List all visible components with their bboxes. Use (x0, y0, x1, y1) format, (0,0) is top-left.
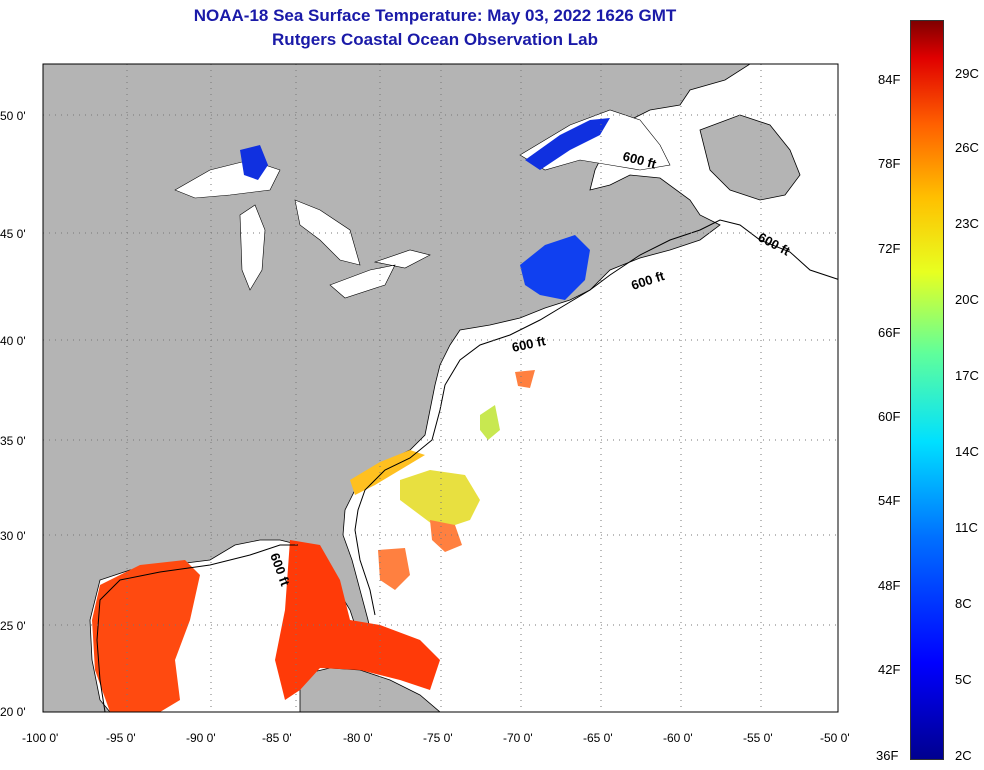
colorbar-f-label: 72F (878, 241, 901, 256)
contour-label: 600 ft (511, 333, 548, 355)
lon-tick-label: -75 0' (423, 731, 453, 745)
colorbar-c-label: 5C (955, 672, 972, 687)
newfoundland-land (699, 114, 801, 201)
colorbar-f-label: 78F (878, 156, 901, 171)
lon-tick-label: -70 0' (503, 731, 533, 745)
lon-tick-label: -95 0' (106, 731, 136, 745)
temperature-colorbar (910, 20, 944, 760)
lat-tick-label: 40 0' (0, 334, 26, 348)
colorbar-c-label: 8C (955, 596, 972, 611)
sst-warm-gulf-east (275, 540, 440, 700)
lon-tick-label: -85 0' (262, 731, 292, 745)
lat-tick-label: 25 0' (0, 619, 26, 633)
lon-tick-label: -90 0' (186, 731, 216, 745)
map-subtitle: Rutgers Coastal Ocean Observation Lab (272, 30, 598, 49)
colorbar-f-label: 54F (878, 493, 901, 508)
map-title: NOAA-18 Sea Surface Temperature: May 03,… (193, 6, 677, 25)
sst-warm-offshore-2 (378, 370, 535, 590)
north-america-land (43, 64, 751, 712)
sst-cold-stlawrence (525, 118, 610, 170)
sst-cold-lake-superior (240, 145, 268, 180)
great-lakes (174, 159, 431, 299)
colorbar-f-label: 48F (878, 578, 901, 593)
lat-tick-label: 30 0' (0, 529, 26, 543)
lon-tick-label: -55 0' (743, 731, 773, 745)
colorbar-f-label: 42F (878, 662, 901, 677)
lon-tick-label: -100 0' (22, 731, 58, 745)
sst-warm-gulf-west (92, 560, 200, 712)
sst-cool-offshore (480, 405, 500, 440)
gulf-cloud (170, 560, 295, 705)
isobath-600ft (96, 219, 838, 712)
colorbar-c-label: 20C (955, 292, 979, 307)
colorbar-c-label: 14C (955, 444, 979, 459)
colorbar-c-label: 23C (955, 216, 979, 231)
sst-cold-gulf-of-maine (520, 235, 590, 300)
lat-axis: 50 0' 45 0' 40 0' 35 0' 30 0' 25 0' 20 0… (0, 109, 26, 719)
lon-axis: -100 0' -95 0' -90 0' -85 0' -80 0' -75 … (22, 731, 850, 745)
colorbar-c-label: 11C (955, 520, 978, 535)
colorbar-c-label: 17C (955, 368, 979, 383)
lon-tick-label: -60 0' (663, 731, 693, 745)
colorbar-c-label: 26C (955, 140, 979, 155)
sst-warm-carolina (350, 450, 425, 495)
lon-tick-label: -50 0' (820, 731, 850, 745)
colorbar-c-label: 29C (955, 66, 979, 81)
colorbar-f-label: 36F (876, 748, 899, 763)
lat-tick-label: 20 0' (0, 705, 26, 719)
lat-tick-label: 50 0' (0, 109, 26, 123)
lat-tick-label: 35 0' (0, 434, 26, 448)
colorbar-c-label: 2C (955, 748, 972, 763)
lon-tick-label: -80 0' (343, 731, 373, 745)
colorbar-f-label: 84F (878, 72, 901, 87)
colorbar-f-label: 66F (878, 325, 901, 340)
lon-tick-label: -65 0' (583, 731, 613, 745)
sst-warm-offshore (400, 470, 480, 530)
graticule (43, 64, 838, 712)
colorbar-f-label: 60F (878, 409, 901, 424)
lat-tick-label: 45 0' (0, 227, 26, 241)
map-frame (42, 63, 839, 713)
